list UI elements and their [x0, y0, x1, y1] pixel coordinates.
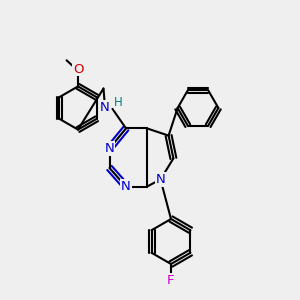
Text: O: O	[73, 63, 83, 76]
Text: N: N	[156, 173, 165, 186]
Text: N: N	[121, 180, 131, 193]
Text: H: H	[114, 96, 123, 110]
Text: N: N	[105, 142, 114, 155]
Text: F: F	[167, 274, 175, 287]
Text: N: N	[100, 101, 110, 114]
